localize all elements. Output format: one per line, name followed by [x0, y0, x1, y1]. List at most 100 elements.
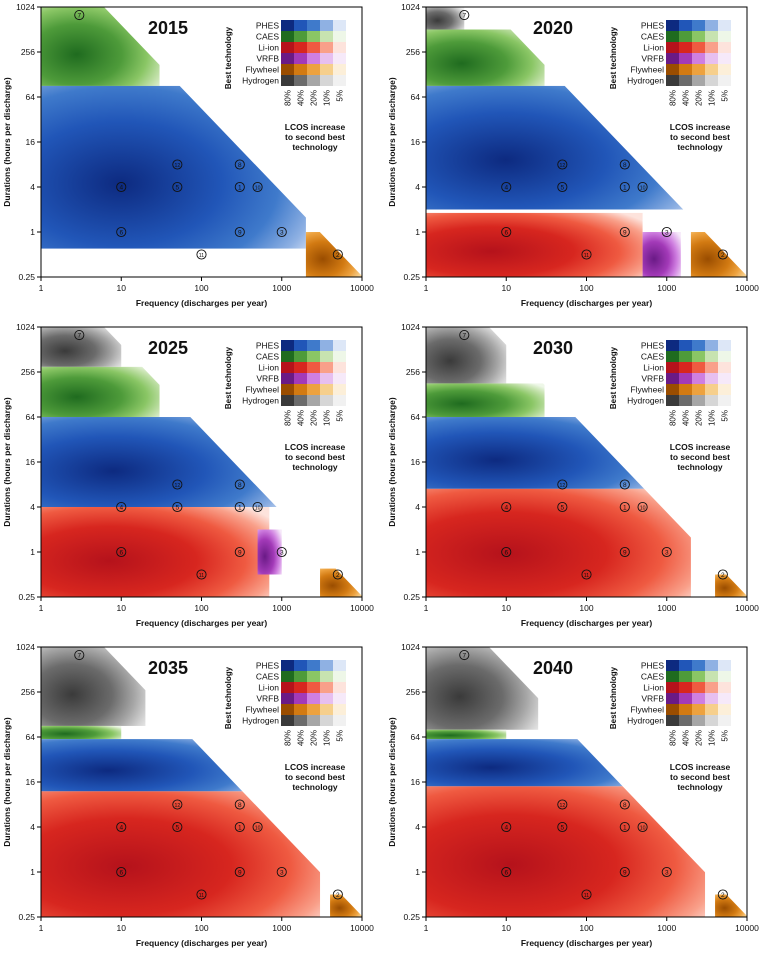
- application-label: 11: [199, 253, 204, 259]
- application-circle: [557, 821, 568, 833]
- y-tick-label: 0.25: [18, 592, 35, 602]
- panel-title: 2030: [533, 338, 573, 358]
- legend-swatch: [320, 20, 333, 31]
- legend-swatch: [666, 42, 679, 53]
- legend-swatch: [705, 671, 718, 682]
- application-marker-12: 12: [557, 799, 568, 810]
- legend-caption-line: to second best: [670, 772, 730, 782]
- application-circle: [116, 546, 127, 558]
- application-label: 10: [640, 825, 646, 831]
- application-marker-7: 7: [74, 649, 85, 661]
- legend-swatch: [307, 64, 320, 75]
- legend-level-label: 20%: [310, 410, 319, 426]
- x-tick-label: 100: [579, 603, 593, 613]
- region-flywheel: [305, 232, 362, 277]
- application-marker-2: 2: [332, 249, 343, 260]
- legend-swatch: [718, 64, 731, 75]
- application-label: 6: [504, 869, 508, 876]
- application-marker-6: 6: [116, 866, 127, 878]
- legend-title: Best technology: [609, 666, 618, 729]
- legend-swatch: [333, 53, 346, 64]
- legend-level-label: 20%: [310, 90, 319, 106]
- legend-caption-line: technology: [677, 462, 723, 472]
- y-axis-label: Durations (hours per discharge): [2, 397, 12, 527]
- application-label: 2: [336, 572, 340, 579]
- legend-level-label: 80%: [669, 730, 678, 746]
- application-circle: [234, 501, 245, 513]
- application-marker-9: 9: [619, 546, 630, 558]
- application-marker-6: 6: [501, 226, 512, 238]
- application-marker-1: 1: [619, 821, 630, 833]
- panel-title: 2035: [148, 658, 188, 678]
- legend-swatch: [320, 682, 333, 693]
- legend-tech-label: PHES: [641, 661, 664, 671]
- legend-swatch: [307, 340, 320, 351]
- application-circle: [717, 889, 728, 900]
- x-tick-label: 1: [424, 923, 429, 933]
- legend-level-label: 80%: [284, 90, 293, 106]
- y-tick-label: 16: [26, 457, 36, 467]
- application-circle: [332, 249, 343, 260]
- legend-swatch: [281, 704, 294, 715]
- panel-2025: 1 10 100 1000 1000010242566416410.25Frequenc…: [2, 322, 374, 628]
- y-tick-label: 1024: [16, 2, 35, 12]
- legend-tech-label: VRFB: [641, 54, 664, 64]
- legend-swatch: [718, 351, 731, 362]
- region-phes: [426, 417, 659, 489]
- x-tick-label: 10000: [350, 923, 374, 933]
- legend-caption-line: technology: [677, 782, 723, 792]
- legend-swatch: [294, 340, 307, 351]
- application-marker-12: 12: [172, 479, 183, 490]
- application-marker-11: 11: [581, 249, 592, 260]
- legend-tech-label: PHES: [256, 341, 279, 351]
- legend-level-label: 5%: [721, 410, 730, 422]
- legend-swatch: [281, 373, 294, 384]
- application-marker-8: 8: [234, 159, 245, 170]
- application-circle: [74, 329, 85, 341]
- legend-swatch: [666, 362, 679, 373]
- y-axis-label: Durations (hours per discharge): [387, 717, 397, 847]
- y-tick-label: 64: [26, 92, 36, 102]
- x-tick-label: 1000: [272, 283, 291, 293]
- application-circle: [581, 249, 592, 260]
- y-tick-label: 256: [406, 367, 420, 377]
- legend-swatch: [718, 31, 731, 42]
- legend-level-label: 40%: [297, 90, 306, 106]
- y-tick-label: 4: [415, 822, 420, 832]
- application-circle: [234, 866, 245, 878]
- application-marker-7: 7: [459, 649, 470, 661]
- legend-swatch: [333, 42, 346, 53]
- legend-swatch: [333, 64, 346, 75]
- legend-swatch: [718, 693, 731, 704]
- region-caes: [41, 725, 122, 740]
- application-circle: [234, 181, 245, 193]
- x-tick-label: 1000: [272, 923, 291, 933]
- application-label: 10: [640, 505, 646, 511]
- application-label: 9: [238, 869, 242, 876]
- legend-swatch: [705, 395, 718, 406]
- application-label: 10: [640, 185, 646, 191]
- y-tick-label: 0.25: [403, 272, 420, 282]
- legend-swatch: [666, 20, 679, 31]
- application-circle: [717, 569, 728, 580]
- legend-swatch: [718, 682, 731, 693]
- application-marker-7: 7: [459, 9, 470, 21]
- region-hydrogen: [426, 647, 539, 730]
- legend-swatch: [718, 53, 731, 64]
- legend-swatch: [705, 715, 718, 726]
- panel-2040: 1 10 100 1000 1000010242566416410.25Frequenc…: [387, 642, 759, 948]
- legend-swatch: [666, 351, 679, 362]
- application-marker-5: 5: [557, 181, 568, 193]
- legend-swatch: [307, 362, 320, 373]
- application-label: 1: [623, 504, 627, 511]
- legend-tech-label: Li-ion: [258, 363, 279, 373]
- application-marker-7: 7: [459, 329, 470, 341]
- legend-swatch: [320, 384, 333, 395]
- x-tick-label: 10: [117, 603, 127, 613]
- application-label: 4: [504, 824, 508, 831]
- application-marker-3: 3: [661, 866, 672, 878]
- application-circle: [172, 479, 183, 490]
- application-circle: [116, 866, 127, 878]
- legend-swatch: [333, 31, 346, 42]
- application-circle: [276, 226, 287, 238]
